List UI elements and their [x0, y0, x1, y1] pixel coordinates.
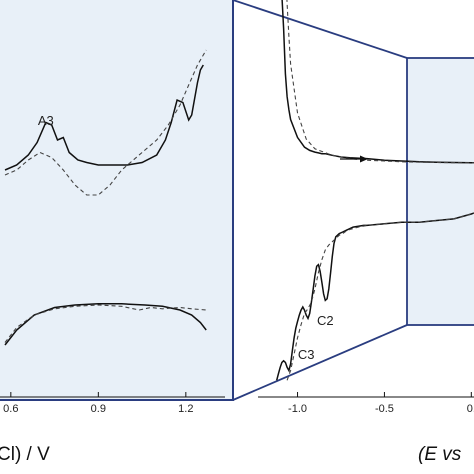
scan-direction-arrow-icon: [340, 155, 368, 163]
x-tick-label: 0.6: [3, 403, 18, 415]
solid-trace-line: [4, 64, 204, 171]
dashed-trace-line: [286, 212, 474, 381]
zoom-window-region: [406, 57, 474, 326]
left-plot-area: 0.6 0.9 1.2 A3: [0, 49, 225, 415]
solid-trace-line: [4, 303, 207, 346]
x-tick-label: -0.5: [375, 403, 394, 415]
right-plot-area: -1.0 -0.5 0. C2 C3: [258, 0, 474, 415]
dashed-trace-line: [4, 49, 207, 196]
peak-annotation-label: A3: [38, 113, 54, 128]
dashed-trace-line: [286, 0, 474, 164]
x-tick-label: 0.9: [91, 403, 106, 415]
x-tick-label: 0.: [467, 403, 474, 415]
left-x-axis-title: Cl) / V: [0, 444, 50, 465]
zoom-connector-bottom: [232, 324, 408, 401]
peak-annotation-label: C3: [298, 347, 315, 362]
dashed-trace-line: [4, 304, 207, 343]
left-panel-background: [0, 0, 234, 401]
peak-annotation-label: C2: [317, 313, 334, 328]
x-tick-label: 1.2: [178, 403, 193, 415]
right-x-axis-title: (E vs: [418, 444, 462, 465]
x-tick-label: -1.0: [288, 403, 307, 415]
zoom-connector-top: [232, 0, 408, 59]
solid-trace-line: [275, 212, 474, 381]
